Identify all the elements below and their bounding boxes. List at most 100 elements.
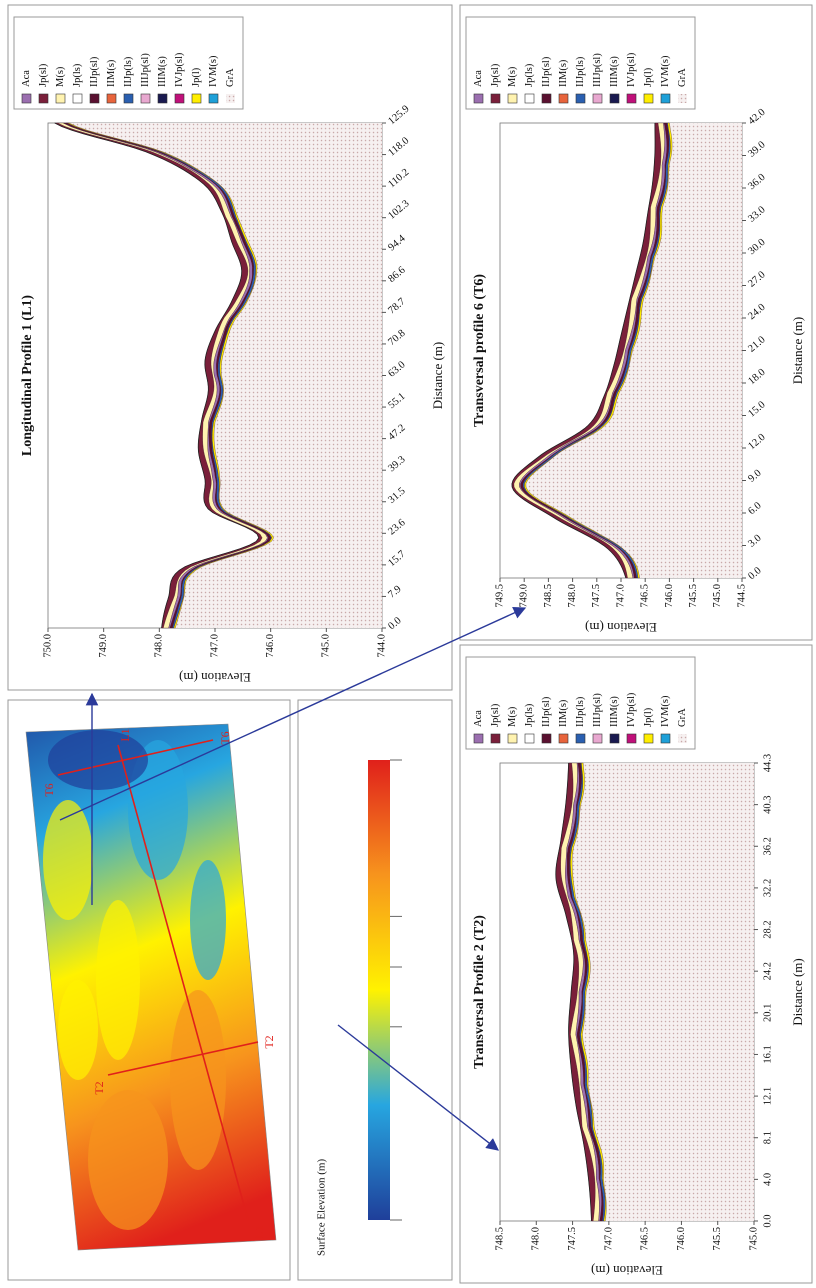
y-axis-label: Elevation (m): [179, 670, 251, 685]
legend-label: IIM(s): [558, 699, 569, 727]
legend-swatch: [491, 94, 500, 103]
y-tick-label: 748.5: [494, 1227, 505, 1251]
y-tick-label: 744.5: [736, 584, 747, 608]
legend-swatch: [593, 734, 602, 743]
x-tick-label: 8.1: [762, 1131, 773, 1144]
legend-label: IIIJp(sl): [592, 53, 603, 87]
heatmap-blob: [190, 860, 226, 980]
legend-label: IVM(s): [660, 55, 671, 87]
legend-label: Aca: [21, 70, 32, 87]
legend-label: IIJp(ls): [123, 56, 134, 87]
heatmap-blob: [48, 730, 148, 790]
legend-label: IIJp(sl): [541, 696, 552, 727]
legend-swatch: [491, 734, 500, 743]
legend-swatch: [141, 94, 150, 103]
legend-swatch: [559, 94, 568, 103]
map-marker-label: T2: [262, 1035, 276, 1048]
legend-swatch: [525, 734, 534, 743]
y-tick-label: 747.5: [567, 1227, 578, 1251]
profile-title: Transversal Profile 2 (T2): [472, 915, 487, 1069]
x-tick-label: 20.1: [762, 1004, 773, 1022]
legend-swatch: [559, 734, 568, 743]
legend-label: IIM(s): [106, 59, 117, 87]
y-tick-label: 749.5: [494, 584, 505, 608]
legend-label: Jp(ls): [72, 63, 83, 87]
legend-swatch: [226, 94, 235, 103]
colorbar: [368, 760, 390, 1220]
colorbar-title: Surface Elevation (m): [316, 1159, 328, 1256]
legend-label: Jp(l): [191, 67, 202, 87]
y-tick-label: 746.0: [664, 584, 675, 608]
legend-label: IIJp(ls): [575, 56, 586, 87]
legend-swatch: [661, 734, 670, 743]
legend-label: Jp(l): [643, 67, 654, 87]
legend-swatch: [175, 94, 184, 103]
y-tick-label: 748.0: [154, 634, 165, 658]
legend-label: M(s): [55, 66, 66, 87]
legend-swatch: [39, 94, 48, 103]
y-tick-label: 746.5: [640, 1227, 651, 1251]
legend-label: GrA: [677, 68, 688, 87]
profile-title: Longitudinal Profile 1 (L1): [20, 295, 35, 456]
legend-swatch: [576, 94, 585, 103]
legend-swatch: [661, 94, 670, 103]
legend-label: IIJp(sl): [541, 56, 552, 87]
x-tick-label: 12.1: [762, 1087, 773, 1105]
legend-label: IVJp(sl): [174, 52, 185, 87]
x-tick-label: 4.0: [762, 1173, 773, 1186]
y-tick-label: 745.5: [712, 1227, 723, 1251]
y-tick-label: 748.5: [543, 584, 554, 608]
legend-label: IVJp(sl): [626, 52, 637, 87]
figure: Longitudinal Profile 1 (L1)750.0749.0748…: [0, 0, 816, 1288]
x-axis-label: Distance (m): [790, 317, 805, 385]
heatmap-blob: [96, 900, 140, 1060]
legend-swatch: [525, 94, 534, 103]
x-tick-label: 40.3: [762, 795, 773, 813]
profile-title: Transversal profile 6 (T6): [472, 274, 487, 427]
y-tick-label: 745.5: [688, 584, 699, 608]
legend-swatch: [474, 94, 483, 103]
legend-label: IVJp(sl): [626, 692, 637, 727]
legend-label: M(s): [507, 66, 518, 87]
legend-swatch: [678, 734, 687, 743]
legend-label: Aca: [473, 70, 484, 87]
legend-label: Jp(sl): [490, 703, 501, 727]
legend-swatch: [610, 94, 619, 103]
heatmap-blob: [170, 990, 226, 1170]
legend-label: Jp(ls): [524, 63, 535, 87]
x-tick-label: 44.3: [762, 754, 773, 772]
y-axis-label: Elevation (m): [585, 620, 657, 635]
legend-swatch: [627, 734, 636, 743]
legend-label: IIIM(s): [157, 56, 168, 87]
legend-swatch: [593, 94, 602, 103]
legend-label: IIIJp(sl): [140, 53, 151, 87]
legend-label: IIIM(s): [609, 696, 620, 727]
x-tick-label: 36.2: [762, 837, 773, 855]
legend-label: IIIJp(sl): [592, 693, 603, 727]
y-tick-label: 745.0: [712, 584, 723, 608]
legend-label: IIM(s): [558, 59, 569, 87]
legend-swatch: [192, 94, 201, 103]
legend-swatch: [474, 734, 483, 743]
legend-swatch: [209, 94, 218, 103]
y-tick-label: 749.0: [98, 634, 109, 658]
x-tick-label: 28.2: [762, 920, 773, 938]
map-marker-label: T2: [92, 1081, 106, 1094]
x-axis-label: Distance (m): [790, 958, 805, 1026]
y-tick-label: 749.0: [519, 584, 530, 608]
legend-label: GrA: [225, 68, 236, 87]
x-tick-label: 16.1: [762, 1045, 773, 1063]
x-tick-label: 32.2: [762, 879, 773, 897]
y-tick-label: 748.0: [531, 1227, 542, 1251]
legend-label: IIJp(sl): [89, 56, 100, 87]
map-marker-label: T6: [42, 783, 56, 796]
legend-swatch: [610, 734, 619, 743]
legend-label: IIJp(ls): [575, 696, 586, 727]
legend-label: Aca: [473, 710, 484, 727]
legend-swatch: [90, 94, 99, 103]
legend-label: GrA: [677, 708, 688, 727]
y-tick-label: 745.0: [748, 1227, 759, 1251]
y-tick-label: 745.0: [321, 634, 332, 658]
y-tick-label: 744.0: [376, 634, 387, 658]
legend-swatch: [56, 94, 65, 103]
